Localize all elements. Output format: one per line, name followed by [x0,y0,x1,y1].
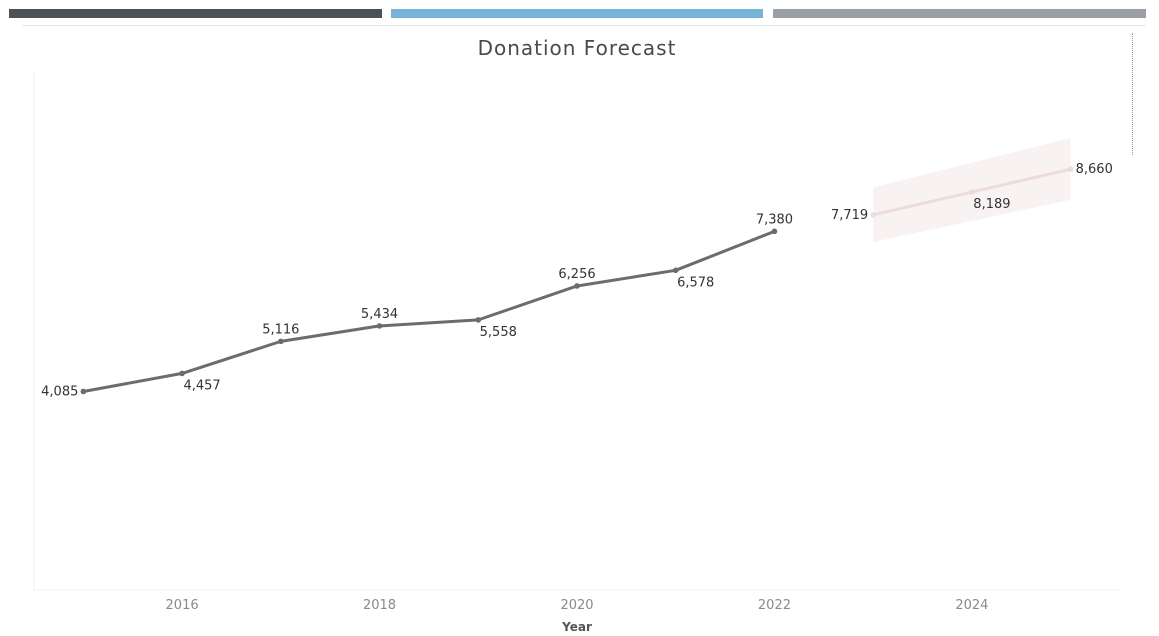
actual-series-line [81,229,776,393]
side-divider [1132,33,1133,155]
header-bar-2 [391,9,763,18]
actual-point-2017 [278,338,284,345]
data-label-layer: 4,085 4,457 5,116 5,434 5,558 6,256 6,578 7,380… [41,162,1113,399]
data-label-2017: 5,116 [262,322,299,337]
x-tick-label-2020: 2020 [560,598,593,613]
header-divider [22,25,1146,26]
actual-point-2020 [574,283,580,289]
data-label-2018: 5,434 [361,307,398,322]
series-point-layer [80,166,1074,395]
data-label-2019: 5,558 [480,325,517,340]
data-label-2024: 8,189 [973,197,1010,212]
data-label-2016: 4,457 [183,378,220,393]
actual-point-2016 [179,370,185,377]
data-label-2015: 4,085 [41,384,78,399]
data-label-2021: 6,578 [677,275,714,290]
header-bar-1 [9,9,382,18]
forecast-point-2024 [969,189,975,195]
actual-point-2018 [376,323,383,329]
actual-point-2015 [80,388,87,395]
actual-point-2021 [672,267,679,274]
header-bar-3 [773,9,1146,18]
x-tick-label-2022: 2022 [758,598,791,613]
forecast-point-2023 [870,212,876,218]
x-tick-layer: 2016 2018 2020 2022 2024 [166,598,989,613]
actual-point-2022 [771,228,778,235]
forecast-point-2025 [1067,166,1074,172]
x-tick-label-2024: 2024 [955,598,988,613]
actual-point-2019 [475,317,482,323]
data-label-2022: 7,380 [756,212,793,227]
data-label-2020: 6,256 [558,267,595,282]
x-tick-label-2018: 2018 [363,598,396,613]
data-label-2023: 7,719 [831,208,868,223]
chart-title: Donation Forecast [478,36,677,60]
x-tick-label-2016: 2016 [166,598,199,613]
data-label-2025: 8,660 [1076,162,1113,177]
x-axis-title: Year [561,620,592,634]
